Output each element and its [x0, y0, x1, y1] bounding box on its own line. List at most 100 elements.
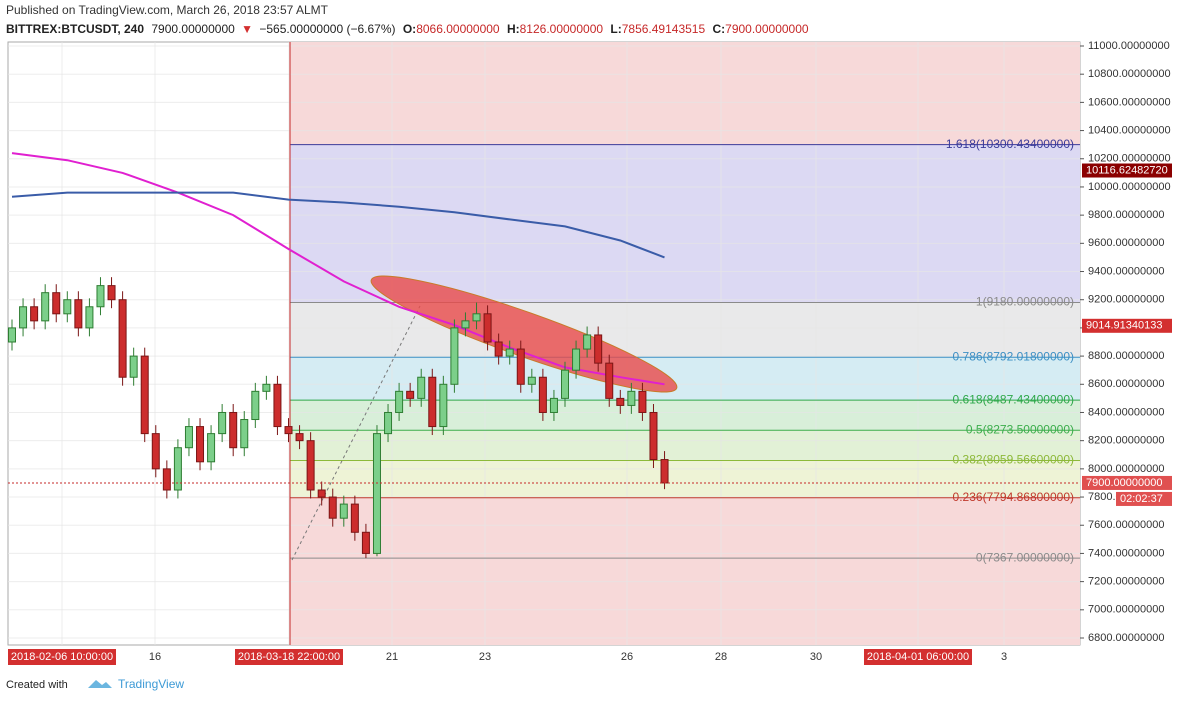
candle-body	[638, 390, 647, 413]
candle-body	[583, 334, 592, 350]
candle-body	[85, 306, 94, 329]
candle-body	[649, 411, 658, 461]
logo	[88, 680, 112, 688]
close-value: 7900.00000000	[725, 22, 809, 36]
candle-body	[96, 285, 105, 308]
x-tick-label: 2018-04-01 06:00:00	[867, 651, 969, 663]
open-value: 8066.00000000	[416, 22, 500, 36]
candle-body	[284, 426, 293, 435]
high-label: H:	[507, 22, 520, 36]
low-value: 7856.49143515	[622, 22, 706, 36]
x-tick-label: 16	[149, 651, 161, 663]
y-tick-label: 8200.00000000	[1088, 435, 1164, 447]
x-tick-label: 2018-02-06 10:00:00	[11, 651, 113, 663]
fib-label: 1.618(10300.43400000)	[946, 137, 1074, 151]
y-tick-label: 10400.00000000	[1088, 124, 1171, 136]
candle-body	[74, 299, 83, 329]
moving-average	[11, 191, 665, 259]
x-tick-label: 21	[386, 651, 398, 663]
candle-body	[262, 383, 271, 392]
price-badge	[1082, 318, 1172, 333]
y-tick-label: 11000.00000000	[1088, 40, 1170, 52]
candle-body	[196, 426, 205, 463]
candle-body	[461, 320, 470, 329]
plot-area: 11000.00000000 10800.00000000 10600.000000…	[7, 40, 1172, 665]
price-badge-label: 9014.91340133	[1086, 320, 1162, 332]
candle-body	[129, 355, 138, 378]
candle-body	[439, 383, 448, 428]
candle-body	[162, 468, 171, 491]
candle-body	[417, 376, 426, 399]
y-tick-label: 9400.00000000	[1088, 265, 1164, 277]
candle-body	[384, 411, 393, 435]
x-label-box	[8, 649, 116, 665]
down-arrow: ▼	[241, 22, 253, 36]
open-label: O:	[403, 22, 416, 36]
y-tick-label: 7200.00000000	[1088, 576, 1164, 588]
candle-body	[118, 299, 127, 378]
published-text: Published on TradingView.com, March 26, …	[6, 3, 329, 17]
candle-body	[19, 306, 28, 329]
candle-body	[295, 433, 304, 442]
y-tick-label: 10200.00000000	[1088, 153, 1171, 165]
fib-label: 0(7367.00000000)	[976, 550, 1074, 564]
y-tick-label: 9200.00000000	[1088, 294, 1164, 306]
candle-body	[505, 348, 514, 357]
symbol: BITTREX:BTCUSDT, 240	[6, 22, 144, 36]
y-tick-label: 10800.00000000	[1088, 68, 1171, 80]
y-tick-label: 8400.00000000	[1088, 406, 1164, 418]
y-tick-label: 9800.00000000	[1088, 209, 1164, 221]
y-tick-label: 10000.00000000	[1088, 181, 1171, 193]
candle-body	[527, 376, 536, 385]
candle-body	[41, 292, 50, 322]
candle-body	[107, 285, 116, 301]
fib-zone	[290, 144, 1080, 303]
fib-zone	[290, 460, 1080, 498]
y-tick-label: 9600.00000000	[1088, 237, 1164, 249]
fib-label: 0.236(7794.86800000)	[953, 490, 1074, 504]
brand: TradingView	[118, 677, 184, 691]
fib-zone	[290, 497, 1080, 559]
low-label: L:	[610, 22, 621, 36]
high-value: 8126.00000000	[520, 22, 604, 36]
candle-body	[494, 341, 503, 357]
y-tick-label: 6800.00000000	[1088, 632, 1164, 644]
fib-zone-top	[290, 42, 1080, 145]
candle-body	[184, 426, 193, 449]
x-tick-label: 23	[479, 651, 491, 663]
candle-body	[339, 503, 348, 519]
candle-body	[251, 390, 260, 421]
last-price: 7900.00000000	[151, 22, 235, 36]
candle-body	[428, 376, 437, 428]
y-tick-label: 8000.00000000	[1088, 463, 1164, 475]
candle-body	[395, 390, 404, 413]
x-tick-label: 2018-03-18 22:00:00	[238, 651, 340, 663]
candle-body	[660, 459, 669, 484]
countdown-badge	[1116, 491, 1172, 506]
fib-label: 0.5(8273.50000000)	[966, 422, 1074, 436]
candle-body	[361, 531, 370, 554]
x-tick-label: 3	[1001, 651, 1007, 663]
candle-body	[538, 376, 547, 413]
candle-body	[151, 433, 160, 470]
x-label-box	[235, 649, 343, 665]
candle-body	[328, 496, 337, 519]
candle-body	[472, 313, 481, 322]
x-label-box	[864, 649, 972, 665]
fib-label: 0.382(8059.56600000)	[953, 453, 1074, 467]
candle-body	[207, 433, 216, 463]
candle-body	[30, 306, 39, 322]
candle-body	[627, 390, 636, 406]
candle-body	[140, 355, 149, 435]
x-tick-label: 30	[810, 651, 822, 663]
x-tick-label: 26	[621, 651, 633, 663]
candle-body	[350, 503, 359, 533]
candle-body	[63, 299, 72, 315]
fib-label: 0.786(8792.01800000)	[953, 349, 1074, 363]
candle-body	[616, 397, 625, 406]
y-tick-label: 10600.00000000	[1088, 96, 1171, 108]
candle-body	[229, 411, 238, 449]
candle-body	[406, 390, 415, 399]
candle-body	[306, 440, 315, 491]
fib-label: 1(9180.00000000)	[976, 295, 1074, 309]
